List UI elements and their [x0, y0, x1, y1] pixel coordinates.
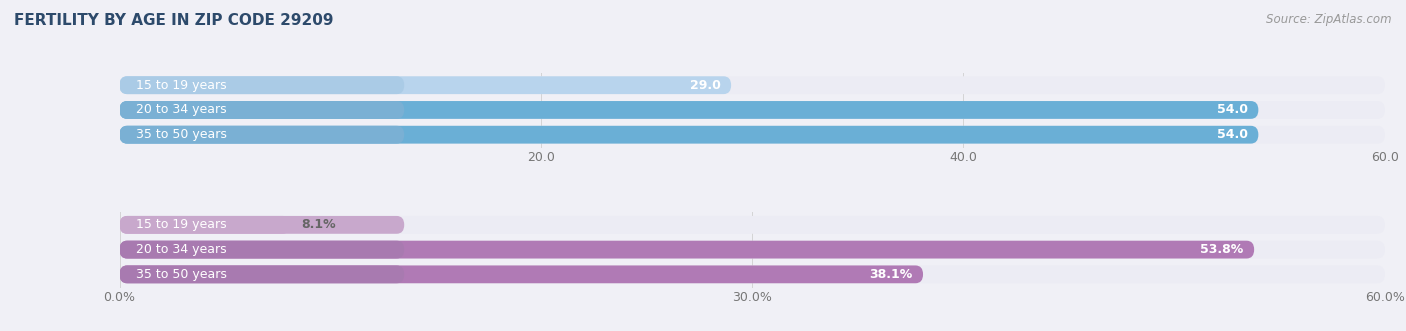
- Text: 20 to 34 years: 20 to 34 years: [136, 243, 226, 256]
- FancyBboxPatch shape: [120, 241, 405, 259]
- FancyBboxPatch shape: [120, 101, 1385, 119]
- Text: 35 to 50 years: 35 to 50 years: [136, 128, 228, 141]
- FancyBboxPatch shape: [120, 216, 291, 234]
- Text: 8.1%: 8.1%: [301, 218, 336, 231]
- Text: 54.0: 54.0: [1216, 104, 1249, 117]
- Text: 20 to 34 years: 20 to 34 years: [136, 104, 226, 117]
- Text: Source: ZipAtlas.com: Source: ZipAtlas.com: [1267, 13, 1392, 26]
- FancyBboxPatch shape: [120, 241, 1254, 259]
- FancyBboxPatch shape: [120, 126, 1385, 144]
- Text: 38.1%: 38.1%: [869, 268, 912, 281]
- FancyBboxPatch shape: [120, 126, 1258, 144]
- Text: 53.8%: 53.8%: [1201, 243, 1244, 256]
- Text: 54.0: 54.0: [1216, 128, 1249, 141]
- FancyBboxPatch shape: [120, 76, 731, 94]
- FancyBboxPatch shape: [120, 76, 1385, 94]
- FancyBboxPatch shape: [120, 101, 1258, 119]
- FancyBboxPatch shape: [120, 265, 1385, 283]
- FancyBboxPatch shape: [120, 265, 405, 283]
- FancyBboxPatch shape: [120, 216, 1385, 234]
- FancyBboxPatch shape: [120, 241, 1385, 259]
- Text: FERTILITY BY AGE IN ZIP CODE 29209: FERTILITY BY AGE IN ZIP CODE 29209: [14, 13, 333, 28]
- Text: 29.0: 29.0: [690, 79, 720, 92]
- Text: 15 to 19 years: 15 to 19 years: [136, 218, 226, 231]
- Text: 35 to 50 years: 35 to 50 years: [136, 268, 228, 281]
- FancyBboxPatch shape: [120, 76, 405, 94]
- FancyBboxPatch shape: [120, 126, 405, 144]
- FancyBboxPatch shape: [120, 101, 405, 119]
- FancyBboxPatch shape: [120, 216, 405, 234]
- Text: 15 to 19 years: 15 to 19 years: [136, 79, 226, 92]
- FancyBboxPatch shape: [120, 265, 922, 283]
